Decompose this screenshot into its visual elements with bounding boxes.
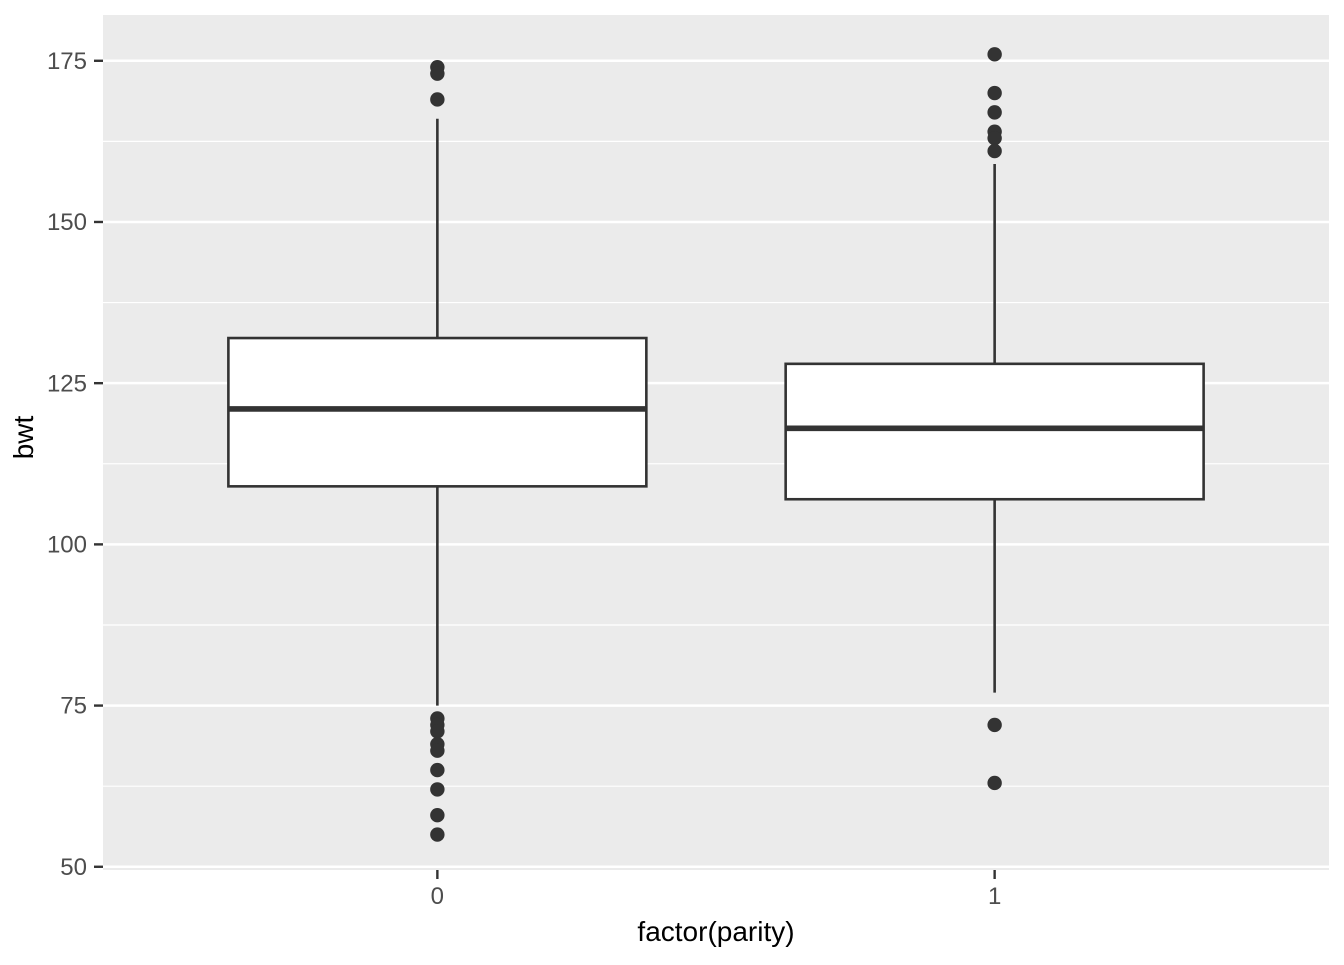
- outlier-point: [430, 724, 445, 739]
- axis-ticks: [94, 59, 996, 879]
- outlier-point: [987, 717, 1002, 733]
- outlier-point: [987, 85, 1002, 101]
- outlier-point: [987, 130, 1002, 146]
- outlier-point: [430, 782, 445, 797]
- outlier-point: [430, 66, 445, 81]
- x-tick-label: 1: [988, 883, 1001, 910]
- x-axis-title: factor(parity): [637, 916, 794, 947]
- y-tick-label: 175: [47, 48, 87, 75]
- y-axis-title: bwt: [8, 415, 39, 459]
- iqr-box: [784, 362, 1205, 501]
- y-tick-label: 125: [47, 370, 87, 397]
- outlier-point: [987, 775, 1002, 791]
- outlier-point: [987, 105, 1002, 120]
- outlier-point: [430, 807, 445, 823]
- outlier-point: [987, 143, 1002, 159]
- outlier-point: [430, 743, 445, 758]
- y-tick-label: 50: [60, 854, 87, 881]
- y-tick-labels: 50 75 100 125 150 175: [47, 48, 87, 881]
- outlier-point: [430, 92, 445, 107]
- iqr-box: [227, 336, 648, 488]
- outlier-point: [430, 827, 445, 842]
- y-tick-label: 150: [47, 209, 87, 236]
- y-tick-label: 75: [60, 693, 87, 720]
- x-tick-label: 0: [431, 883, 444, 910]
- boxplot-1: [784, 47, 1205, 791]
- y-tick-label: 100: [47, 532, 87, 559]
- outlier-point: [987, 47, 1002, 62]
- outlier-point: [430, 762, 445, 778]
- boxplot-0: [227, 60, 648, 842]
